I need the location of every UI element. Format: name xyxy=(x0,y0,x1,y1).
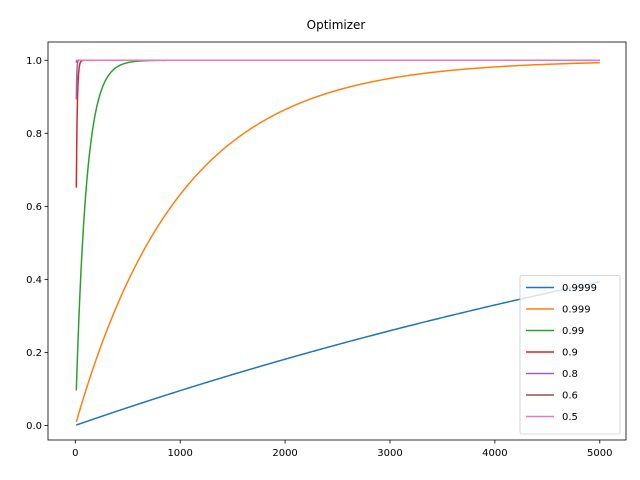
series-line-3 xyxy=(75,59,600,188)
axes-frame xyxy=(47,41,627,441)
x-tick-label: 5000 xyxy=(587,448,612,459)
x-tick-label: 2000 xyxy=(272,448,297,459)
legend-label-5: 0.6 xyxy=(562,391,578,402)
chart-title: Optimizer xyxy=(307,18,366,32)
y-tick-label: 0.2 xyxy=(26,348,42,359)
x-tick-label: 3000 xyxy=(377,448,402,459)
x-tick-label: 1000 xyxy=(167,448,192,459)
y-tick-label: 1.0 xyxy=(26,56,42,67)
x-tick-label: 4000 xyxy=(482,448,507,459)
legend: 0.9999 0.999 0.99 0.9 0.8 0.6 0.5 xyxy=(519,275,621,435)
legend-label-6: 0.5 xyxy=(562,412,578,423)
plot-lines xyxy=(75,59,600,426)
legend-label-3: 0.9 xyxy=(562,348,578,359)
x-tick-label: 0 xyxy=(72,448,78,459)
series-line-0 xyxy=(75,280,600,426)
x-axis: 0 1000 2000 3000 4000 5000 xyxy=(72,440,613,459)
series-line-1 xyxy=(75,61,600,423)
legend-label-1: 0.999 xyxy=(562,305,591,316)
legend-label-2: 0.99 xyxy=(562,326,584,337)
y-tick-label: 0.4 xyxy=(26,275,42,286)
y-tick-label: 0.8 xyxy=(26,129,42,140)
legend-label-0: 0.9999 xyxy=(562,283,597,294)
y-tick-label: 0.0 xyxy=(26,421,42,432)
legend-label-4: 0.8 xyxy=(562,369,578,380)
y-axis: 0.0 0.2 0.4 0.6 0.8 1.0 xyxy=(26,56,48,432)
y-tick-label: 0.6 xyxy=(26,202,42,213)
